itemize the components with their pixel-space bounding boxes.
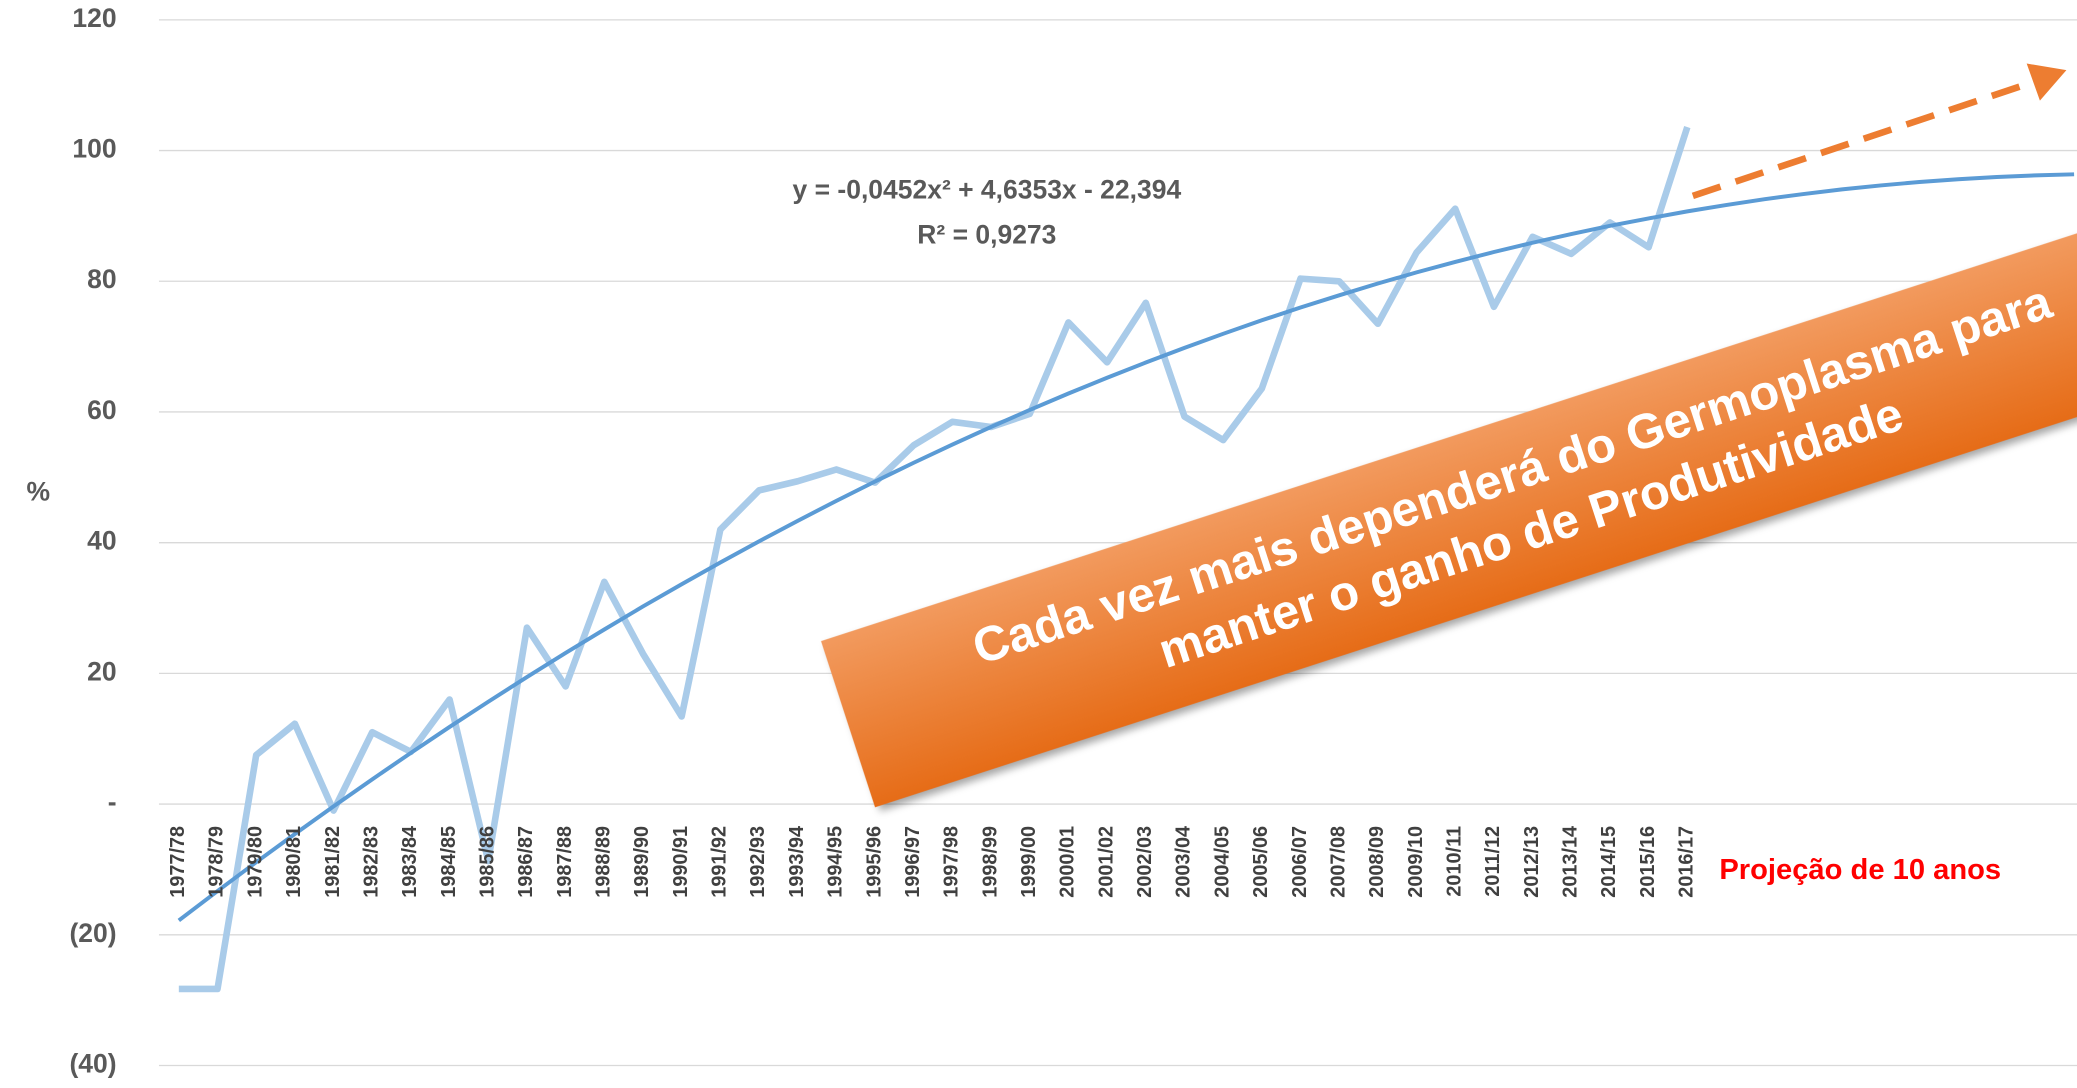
x-tick-label: 2012/13 [1521,826,1543,898]
data-line [178,126,1691,993]
x-tick-label: 2010/11 [1443,826,1465,897]
banner: Cada vez mais dependerá do Germoplasma p… [821,183,2077,808]
x-tick-label: 1990/91 [670,826,692,898]
trend-r-squared: R² = 0,9273 [917,220,1056,250]
x-tick-label: 1984/85 [438,826,460,898]
lines [177,126,2075,993]
x-tick-label: 2003/04 [1173,826,1195,898]
x-tick-label: 2013/14 [1560,826,1582,898]
y-tick-label: 60 [87,395,116,425]
x-tick-label: 1982/83 [360,826,382,898]
y-axis-label: % [26,477,50,507]
x-tick-label: 1987/88 [554,826,576,898]
x-tick-label: 2008/09 [1366,826,1388,898]
x-tick-label: 2005/06 [1250,826,1272,898]
grid [158,19,2077,1067]
x-tick-label: 1981/82 [322,826,344,898]
x-tick-label: 1977/78 [167,826,189,898]
y-tick-label: 20 [87,656,116,686]
x-tick-label: 1991/92 [709,826,731,898]
y-tick-label: (40) [69,1049,116,1079]
x-tick-label: 2007/08 [1327,826,1349,898]
x-tick-label: 1979/80 [244,826,266,898]
x-tick-label: 2006/07 [1289,826,1311,898]
x-tick-label: 1988/89 [593,826,615,898]
x-tick-label: 1989/90 [631,826,653,898]
x-tick-label: 1986/87 [515,826,537,898]
x-tick-label: 2004/05 [1211,826,1233,898]
x-tick-label: 2014/15 [1598,826,1620,898]
x-tick-label: 1992/93 [747,826,769,898]
x-tick-label: 1995/96 [863,826,885,898]
y-tick-label: 40 [87,526,116,556]
x-tick-label: 1983/84 [399,826,421,898]
x-tick-label: 2000/01 [1057,826,1079,898]
x-tick-label: 1994/95 [825,826,847,898]
x-tick-label: 2002/03 [1134,826,1156,898]
x-tick-label: 1985/86 [476,826,498,898]
y-tick-label: 120 [72,3,116,33]
arrow-shaft [1691,78,2035,200]
x-tick-label: 1996/97 [902,826,924,898]
projection-label: Projeção de 10 anos [1719,854,2001,886]
x-tick-label: 1993/94 [786,826,808,898]
x-tick-label: 2009/10 [1405,826,1427,898]
banner-box [821,183,2077,808]
x-tick-label: 2011/12 [1482,826,1504,897]
x-tick-label: 1980/81 [283,826,305,898]
x-tick-label: 1999/00 [1018,826,1040,898]
x-tick-label: 1998/99 [979,826,1001,898]
x-tick-label: 2016/17 [1676,826,1698,898]
y-tick-label: - [108,787,117,817]
y-tick-label: (20) [69,918,116,948]
trend-equation: y = -0,0452x² + 4,6353x - 22,394 [793,175,1182,205]
trend-line [177,172,2075,923]
x-tick-label: 2001/02 [1095,826,1117,898]
projection-arrow [1691,63,2067,200]
x-tick-label: 1978/79 [206,826,228,898]
arrow-head [2026,63,2067,101]
y-tick-label: 80 [87,264,116,294]
y-tick-label: 100 [72,134,116,164]
x-tick-label: 1997/98 [941,826,963,898]
x-tick-label: 2015/16 [1637,826,1659,898]
